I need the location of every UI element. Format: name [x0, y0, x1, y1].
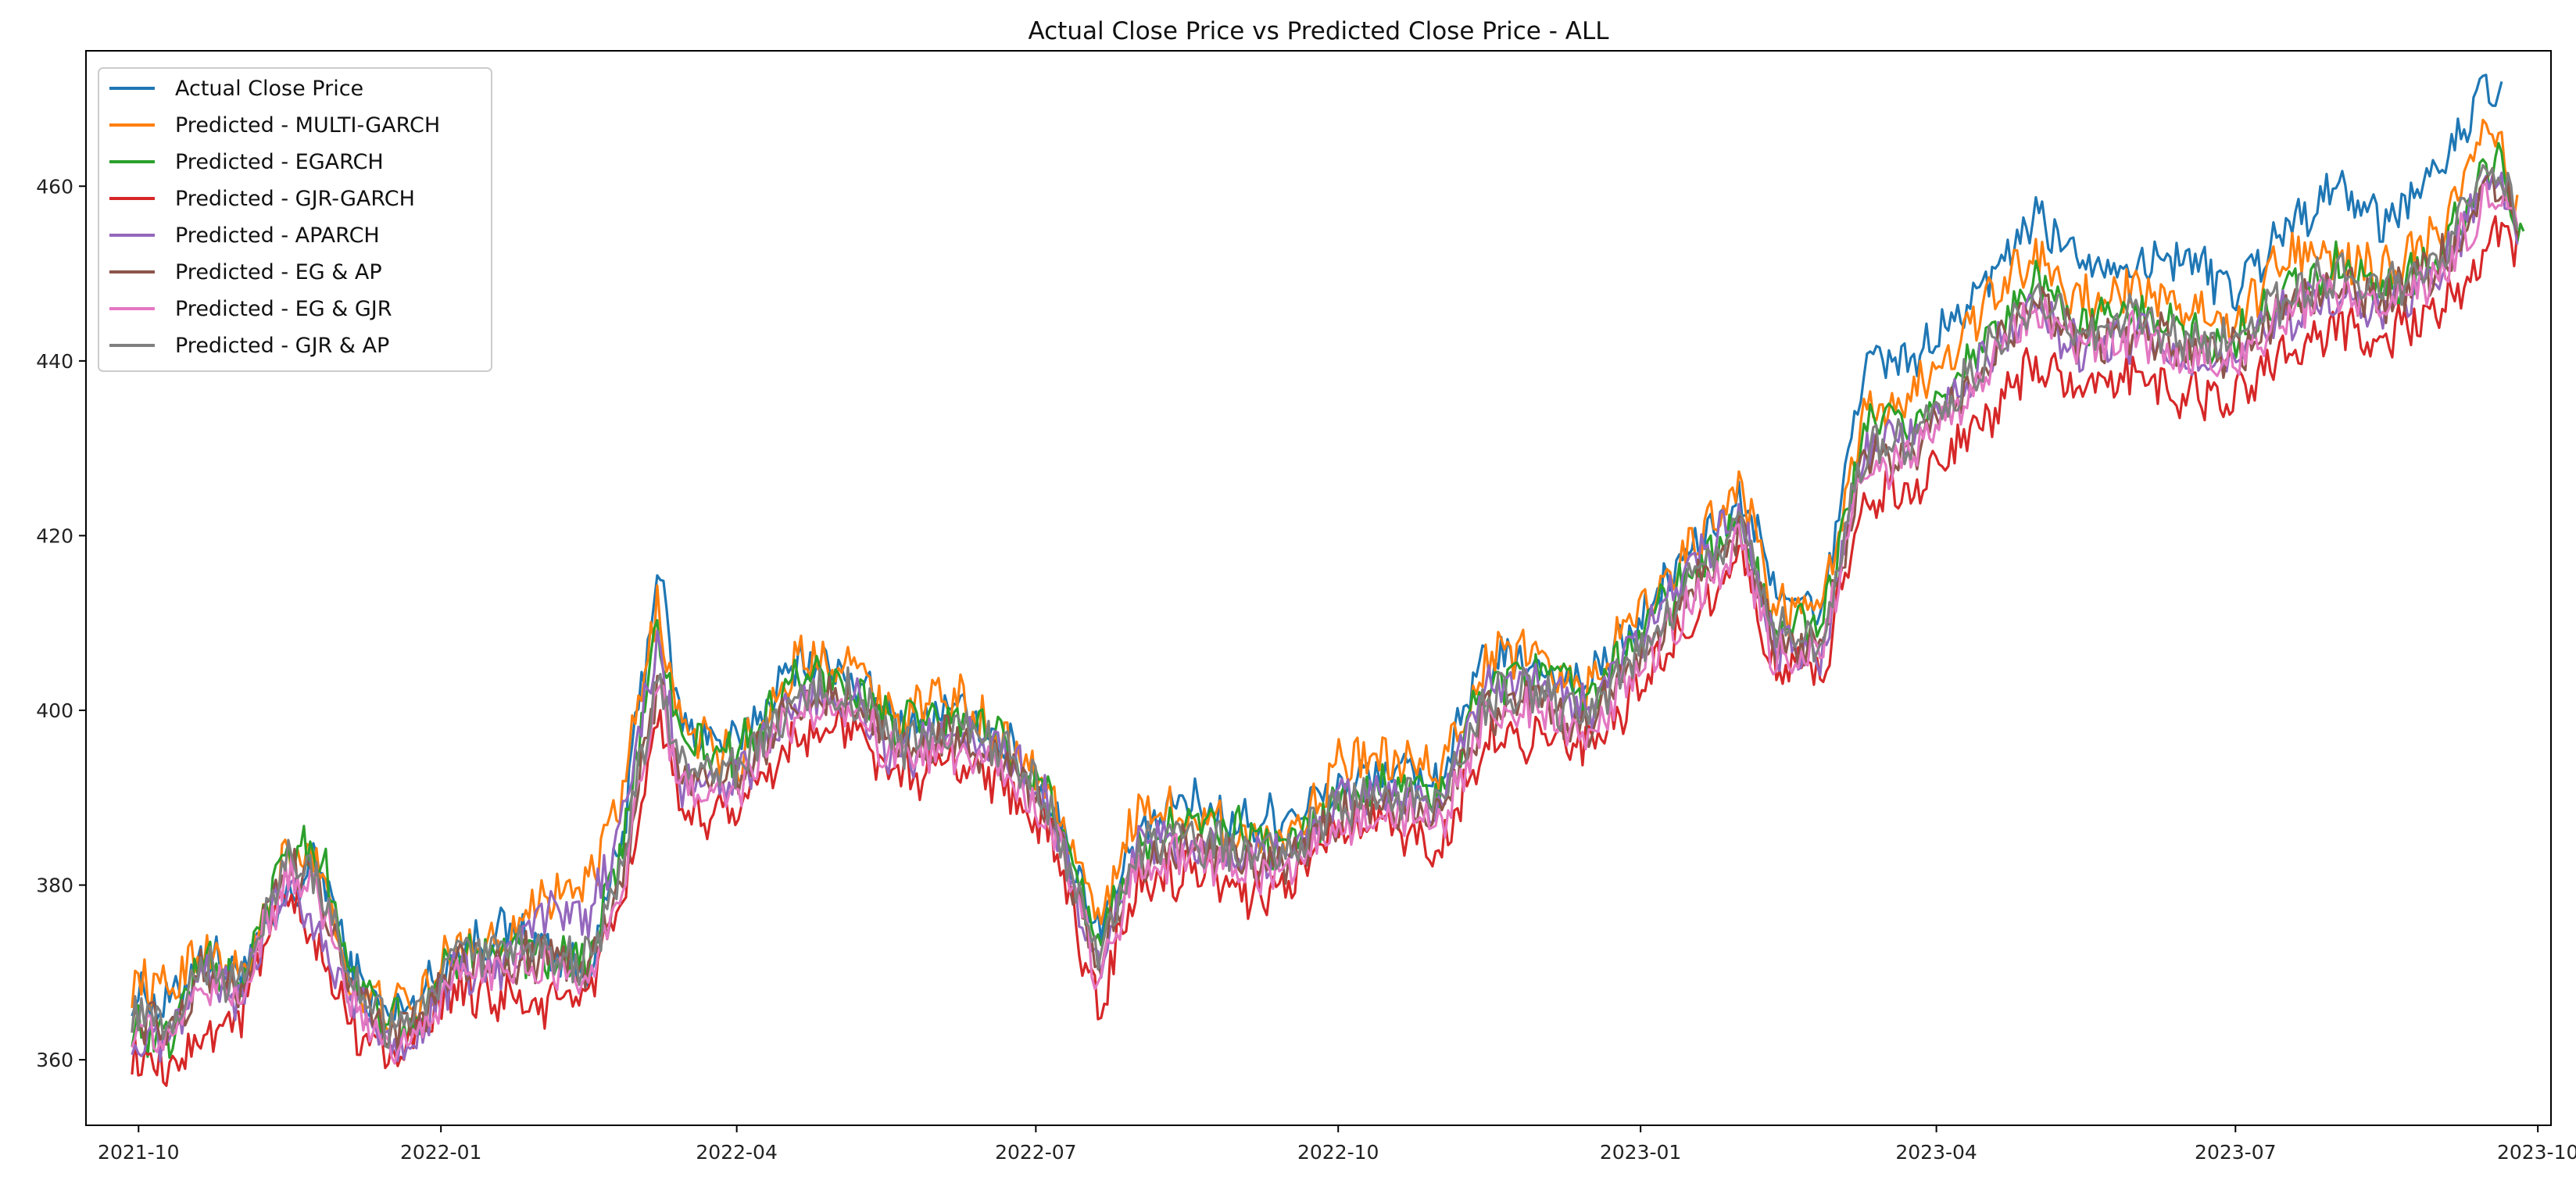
legend-label: Predicted - EG & GJR: [175, 297, 392, 321]
y-tick-label: 360: [36, 1049, 73, 1071]
chart-title: Actual Close Price vs Predicted Close Pr…: [1028, 17, 1609, 45]
legend-label: Predicted - EG & AP: [175, 260, 382, 284]
x-axis: 2021-10 2022-01 2022-04 2022-07 2022-10 2023-…: [98, 1125, 2576, 1164]
x-tick-label: 2023-10: [2497, 1141, 2576, 1164]
legend-label: Predicted - GJR-GARCH: [175, 187, 415, 211]
x-tick-label: 2023-04: [1895, 1141, 1977, 1164]
y-tick-label: 460: [36, 175, 73, 198]
y-tick-label: 420: [36, 524, 73, 547]
x-tick-label: 2023-01: [1600, 1141, 1681, 1164]
plot-area-frame: [85, 50, 2552, 1126]
x-tick-label: 2021-10: [98, 1141, 179, 1164]
x-tick-label: 2022-04: [696, 1141, 777, 1164]
legend-label: Predicted - EGARCH: [175, 150, 384, 174]
x-tick-label: 2023-07: [2195, 1141, 2276, 1164]
y-tick-label: 380: [36, 874, 73, 897]
x-tick-label: 2022-07: [995, 1141, 1076, 1164]
y-tick-label: 440: [36, 350, 73, 373]
legend-label: Predicted - MULTI-GARCH: [175, 113, 440, 138]
legend-label: Predicted - APARCH: [175, 223, 380, 248]
series-line-7: [131, 163, 2519, 1049]
legend-label: Predicted - GJR & AP: [175, 334, 389, 358]
series-layer: [131, 73, 2525, 1087]
y-axis: 360 380 400 420 440 460: [36, 175, 86, 1071]
x-tick-label: 2022-01: [400, 1141, 481, 1164]
legend-label: Actual Close Price: [175, 77, 363, 101]
series-line-3: [131, 215, 2519, 1087]
series-line-6: [131, 182, 2519, 1065]
y-tick-label: 400: [36, 699, 73, 722]
x-tick-label: 2022-10: [1297, 1141, 1379, 1164]
legend-frame: [98, 67, 492, 372]
legend: Actual Close Price Predicted - MULTI-GARC…: [98, 67, 492, 372]
